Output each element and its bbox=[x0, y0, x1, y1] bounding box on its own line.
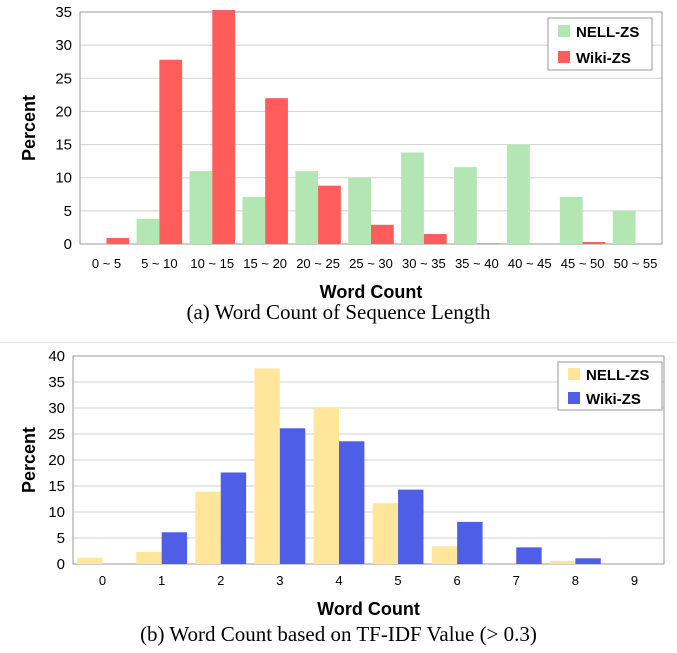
bar-wiki-zs-1 bbox=[161, 532, 188, 564]
legend-swatch bbox=[568, 368, 580, 380]
y-axis-label: Percent bbox=[19, 427, 39, 493]
bar-nell-zs-0 bbox=[77, 557, 103, 564]
bar-wiki-zs-3 bbox=[265, 98, 288, 245]
x-tick-label: 10 ~ 15 bbox=[190, 256, 234, 271]
chart-0: 0 5 10 15 20 25 30 35 0 ~ 5 5 ~ 10 10 ~ 15 15 ~ 20 2… bbox=[19, 4, 663, 302]
x-tick-label: 25 ~ 30 bbox=[349, 256, 393, 271]
bar-nell-zs-10 bbox=[612, 210, 636, 244]
bar-nell-zs-7 bbox=[454, 167, 477, 244]
caption-b: (b) Word Count based on TF-IDF Value (> … bbox=[140, 622, 537, 646]
bar-nell-zs-4 bbox=[295, 171, 319, 244]
x-tick-label: 3 bbox=[276, 573, 283, 588]
legend-label: NELL-ZS bbox=[576, 24, 639, 41]
bar-wiki-zs-1 bbox=[159, 59, 183, 245]
y-tick-label: 15 bbox=[55, 137, 72, 154]
bar-nell-zs-5 bbox=[372, 503, 399, 564]
bar-nell-zs-8 bbox=[549, 560, 576, 564]
bar-wiki-zs-3 bbox=[279, 428, 306, 564]
caption-a: (a) Word Count of Sequence Length bbox=[186, 300, 491, 324]
y-tick-label: 20 bbox=[55, 103, 72, 120]
bar-nell-zs-6 bbox=[431, 546, 458, 564]
y-tick-label: 20 bbox=[48, 452, 65, 469]
x-tick-label: 35 ~ 40 bbox=[455, 256, 499, 271]
y-tick-label: 15 bbox=[48, 478, 65, 495]
legend-label: NELL-ZS bbox=[586, 367, 649, 384]
bar-nell-zs-2 bbox=[195, 491, 221, 564]
bar-wiki-zs-5 bbox=[371, 224, 394, 244]
legend: NELL-ZS Wiki-ZS bbox=[547, 17, 653, 71]
x-tick-label: 1 bbox=[158, 573, 165, 588]
x-tick-label: 8 bbox=[572, 573, 579, 588]
bar-wiki-zs-2 bbox=[212, 10, 236, 244]
bar-wiki-zs-0 bbox=[106, 238, 130, 244]
y-tick-label: 0 bbox=[64, 236, 72, 253]
y-axis-label: Percent bbox=[19, 95, 39, 161]
x-tick-label: 9 bbox=[631, 573, 638, 588]
bar-wiki-zs-4 bbox=[338, 441, 365, 564]
bar-wiki-zs-6 bbox=[457, 521, 483, 564]
bar-wiki-zs-7 bbox=[476, 243, 500, 244]
bar-nell-zs-6 bbox=[401, 152, 424, 244]
bar-wiki-zs-8 bbox=[575, 558, 601, 564]
y-tick-label: 25 bbox=[48, 426, 65, 443]
x-tick-label: 30 ~ 35 bbox=[402, 256, 446, 271]
legend-label: Wiki-ZS bbox=[586, 391, 641, 408]
bar-wiki-zs-2 bbox=[220, 472, 247, 564]
plot-area bbox=[72, 355, 665, 565]
bar-wiki-zs-5 bbox=[398, 489, 424, 564]
bar-nell-zs-9 bbox=[559, 196, 583, 244]
bar-wiki-zs-6 bbox=[423, 234, 447, 244]
legend-swatch bbox=[558, 25, 570, 37]
y-tick-label: 10 bbox=[55, 170, 72, 187]
y-tick-label: 0 bbox=[57, 556, 65, 573]
y-tick-label: 40 bbox=[48, 348, 65, 365]
y-tick-label: 35 bbox=[55, 4, 72, 21]
y-tick-label: 35 bbox=[48, 374, 65, 391]
x-axis-label: Word Count bbox=[320, 282, 423, 302]
y-tick-label: 30 bbox=[55, 37, 72, 54]
x-tick-label: 20 ~ 25 bbox=[296, 256, 340, 271]
bar-nell-zs-8 bbox=[506, 144, 530, 244]
y-tick-label: 30 bbox=[48, 400, 65, 417]
chart-1: 0 5 10 15 20 25 30 35 40 0 1 2 3 4 5 6 7 8 9 Word Count Perc… bbox=[19, 348, 665, 619]
bar-nell-zs-3 bbox=[254, 368, 280, 564]
bar-nell-zs-4 bbox=[313, 408, 339, 564]
x-tick-label: 40 ~ 45 bbox=[508, 256, 552, 271]
x-tick-label: 2 bbox=[217, 573, 224, 588]
y-tick-label: 25 bbox=[55, 70, 72, 87]
x-tick-label: 7 bbox=[513, 573, 520, 588]
legend-label: Wiki-ZS bbox=[576, 50, 631, 67]
bar-nell-zs-3 bbox=[242, 196, 266, 244]
bar-nell-zs-1 bbox=[136, 552, 162, 564]
bar-nell-zs-2 bbox=[189, 171, 213, 244]
panel-divider bbox=[0, 342, 677, 343]
x-tick-label: 45 ~ 50 bbox=[561, 256, 605, 271]
x-tick-label: 15 ~ 20 bbox=[243, 256, 287, 271]
bar-wiki-zs-7 bbox=[516, 547, 542, 564]
x-tick-label: 0 ~ 5 bbox=[92, 256, 121, 271]
legend-swatch bbox=[558, 51, 570, 63]
y-tick-label: 5 bbox=[57, 530, 65, 547]
x-tick-label: 0 bbox=[99, 573, 106, 588]
bar-nell-zs-1 bbox=[136, 218, 160, 244]
bar-nell-zs-5 bbox=[348, 177, 371, 244]
x-tick-label: 5 ~ 10 bbox=[141, 256, 178, 271]
y-tick-label: 10 bbox=[48, 504, 65, 521]
bar-wiki-zs-4 bbox=[318, 185, 341, 244]
x-axis-label: Word Count bbox=[317, 599, 420, 619]
x-tick-label: 5 bbox=[394, 573, 401, 588]
x-tick-label: 4 bbox=[335, 573, 342, 588]
x-tick-label: 50 ~ 55 bbox=[614, 256, 658, 271]
y-tick-label: 5 bbox=[64, 203, 72, 220]
x-tick-label: 6 bbox=[454, 573, 461, 588]
legend-swatch bbox=[568, 392, 580, 404]
legend: NELL-ZS Wiki-ZS bbox=[557, 361, 663, 411]
bar-wiki-zs-9 bbox=[582, 242, 606, 244]
